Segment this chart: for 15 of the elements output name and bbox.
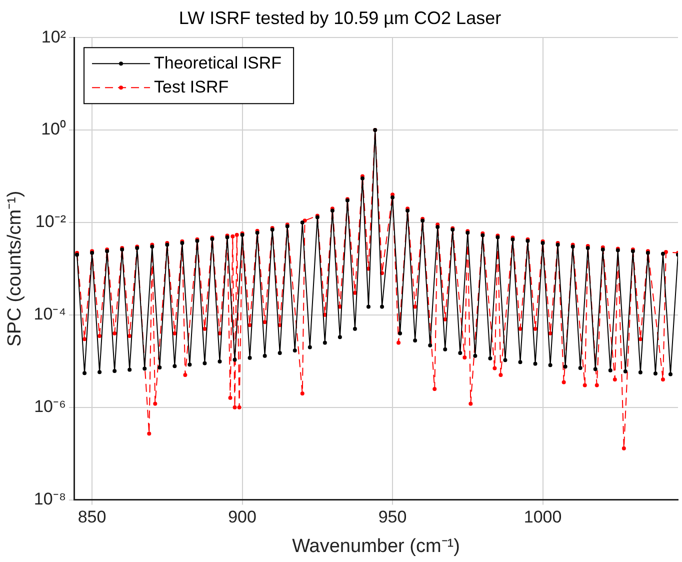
y-tick-label: 10⁰ bbox=[41, 120, 66, 139]
y-tick-label: 10⁻⁸ bbox=[34, 489, 66, 508]
chart-title: LW ISRF tested by 10.59 µm CO2 Laser bbox=[178, 8, 502, 28]
x-axis-title: Wavenumber (cm⁻¹) bbox=[292, 536, 460, 557]
legend-label: Test ISRF bbox=[154, 77, 229, 96]
y-tick-label: 10⁻² bbox=[35, 212, 66, 232]
x-tick-label: 1000 bbox=[524, 508, 562, 527]
x-tick-label: 900 bbox=[228, 508, 256, 527]
y-axis-title: SPC (counts/cm⁻¹) bbox=[4, 190, 26, 347]
x-tick-label: 850 bbox=[78, 508, 106, 527]
legend-label: Theoretical ISRF bbox=[154, 53, 282, 72]
y-tick-label: 10⁻⁴ bbox=[34, 304, 66, 324]
y-tick-label: 10² bbox=[41, 27, 66, 46]
y-tick-label: 10⁻⁶ bbox=[34, 397, 66, 416]
x-tick-label: 950 bbox=[378, 508, 407, 527]
